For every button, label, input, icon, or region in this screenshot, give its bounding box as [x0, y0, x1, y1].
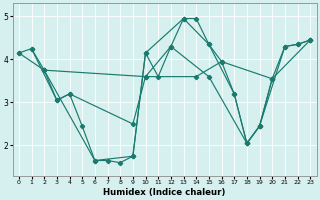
X-axis label: Humidex (Indice chaleur): Humidex (Indice chaleur)	[103, 188, 226, 197]
